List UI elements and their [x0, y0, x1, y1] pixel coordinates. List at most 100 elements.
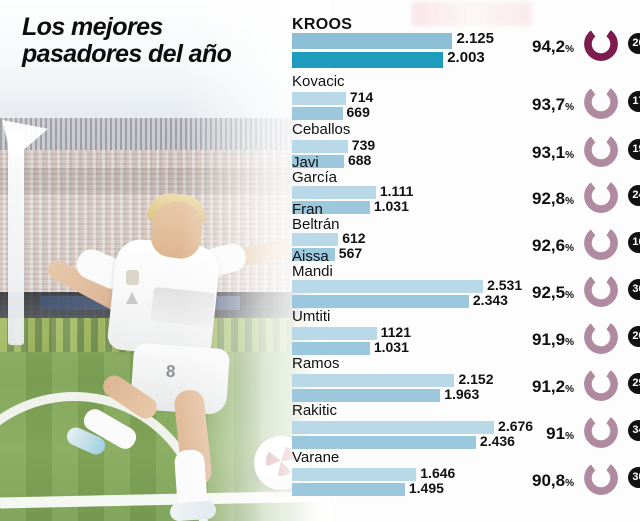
bar-pases-totales — [292, 421, 495, 434]
bar-pases-buenos — [292, 436, 476, 449]
bar-pases-buenos — [292, 52, 444, 68]
player-name: Javi García — [292, 154, 338, 186]
value-pases-totales: 1.111 — [379, 183, 414, 199]
bar-pases-totales — [292, 186, 376, 199]
matches-badge: 30 — [628, 466, 640, 488]
percent-sign: % — [565, 242, 574, 254]
accuracy-percentage: 93,1% — [500, 143, 574, 163]
bar-pases-totales — [292, 374, 455, 387]
value-pases-totales: 612 — [342, 230, 366, 246]
accuracy-donut-icon — [584, 366, 618, 401]
accuracy-donut-icon — [584, 413, 618, 448]
player-name: Ramos — [292, 355, 340, 372]
watermark — [412, 2, 532, 26]
bar-pases-buenos — [292, 107, 343, 120]
donut-arc — [584, 84, 618, 119]
player-name: Rakitic — [292, 402, 338, 419]
accuracy-donut-icon — [584, 272, 618, 307]
value-pases-totales: 1.646 — [420, 465, 456, 481]
bar-pases-totales — [292, 140, 348, 153]
accuracy-value: 91,2 — [532, 376, 566, 396]
accuracy-percentage: 94,2% — [500, 37, 574, 57]
accuracy-donut-icon — [584, 27, 618, 61]
accuracy-percentage: 91,2% — [500, 377, 574, 397]
accuracy-value: 91 — [546, 423, 566, 443]
bar-pases-totales — [292, 468, 417, 481]
donut-arc — [584, 178, 618, 213]
percent-sign: % — [565, 477, 574, 489]
value-pases-buenos: 1.495 — [408, 480, 444, 496]
matches-badge: 20 — [628, 325, 640, 347]
title-line-1: Los mejores — [22, 13, 163, 41]
accuracy-value: 92,8 — [532, 188, 566, 208]
accuracy-value: 94,2 — [532, 37, 566, 56]
percent-sign: % — [565, 101, 574, 113]
percent-sign: % — [565, 383, 574, 395]
donut-arc — [584, 319, 618, 354]
donut-arc — [584, 413, 618, 448]
matches-badge: 29 — [628, 372, 640, 394]
bar-pases-buenos — [292, 342, 370, 355]
value-pases-buenos: 2.436 — [479, 433, 515, 449]
accuracy-donut-icon — [584, 225, 618, 260]
accuracy-donut-icon — [584, 84, 618, 119]
title-line-2: pasadores del año — [22, 40, 232, 68]
value-pases-totales: 2.152 — [458, 371, 494, 387]
donut-arc — [584, 366, 618, 401]
bar-pases-buenos — [292, 155, 344, 168]
percent-sign: % — [565, 149, 574, 161]
player-name: Kovacic — [292, 73, 345, 90]
accuracy-percentage: 90,8% — [500, 471, 574, 491]
value-pases-totales: 2.676 — [498, 418, 534, 434]
value-pases-buenos: 688 — [347, 152, 372, 168]
matches-badge: 34 — [628, 419, 640, 441]
value-pases-totales: 2.531 — [487, 277, 523, 293]
value-pases-buenos: 1.031 — [373, 198, 409, 214]
matches-badge: 24 — [628, 184, 640, 206]
value-pases-buenos: 669 — [346, 104, 370, 120]
accuracy-value: 91,9 — [532, 329, 566, 349]
bar-pases-buenos — [292, 248, 335, 261]
bar-pases-buenos — [292, 295, 469, 308]
value-pases-buenos: 2.003 — [447, 49, 485, 66]
value-pases-buenos: 2.343 — [472, 292, 508, 308]
accuracy-percentage: 91,9% — [500, 330, 574, 350]
accuracy-value: 90,8 — [532, 470, 566, 490]
value-pases-buenos: 1.963 — [444, 386, 480, 402]
accuracy-percentage: 91% — [500, 424, 574, 444]
matches-badge: 17 — [628, 90, 640, 112]
percent-sign: % — [565, 289, 574, 301]
accuracy-percentage: 93,7% — [500, 95, 574, 115]
percent-sign: % — [565, 44, 574, 55]
bar-pases-buenos — [292, 483, 405, 496]
value-pases-totales: 1121 — [380, 324, 411, 340]
matches-badge: 36 — [628, 278, 640, 300]
accuracy-percentage: 92,6% — [500, 236, 574, 256]
page-title: Los mejores pasadores del año — [22, 14, 322, 68]
donut-arc — [584, 27, 618, 61]
player-name: Fran Beltrán — [292, 201, 340, 233]
matches-badge: 16 — [628, 231, 640, 253]
percent-sign: % — [565, 195, 574, 207]
bar-pases-totales — [292, 280, 484, 293]
chart-panel: Pases totales Pases buenos Porcentaje de… — [288, 0, 640, 521]
player-name: Aissa Mandi — [292, 248, 333, 280]
accuracy-percentage: 92,8% — [500, 189, 574, 209]
value-pases-totales: 714 — [349, 89, 374, 105]
bar-pases-totales — [292, 233, 339, 246]
donut-arc — [584, 132, 618, 167]
photo-right-fade — [0, 0, 330, 521]
value-pases-buenos: 1.031 — [373, 339, 409, 355]
player-name: Varane — [292, 449, 340, 466]
accuracy-value: 92,6 — [532, 235, 566, 255]
accuracy-value: 93,7 — [532, 94, 566, 114]
donut-arc — [584, 272, 618, 307]
bar-pases-totales — [292, 92, 346, 105]
percent-sign: % — [565, 430, 574, 442]
player-photo: 8 — [0, 0, 330, 521]
matches-badge: 26 — [628, 33, 640, 54]
donut-arc — [584, 460, 618, 495]
value-pases-buenos: 567 — [338, 245, 363, 261]
value-pases-totales: 2.125 — [456, 30, 494, 47]
